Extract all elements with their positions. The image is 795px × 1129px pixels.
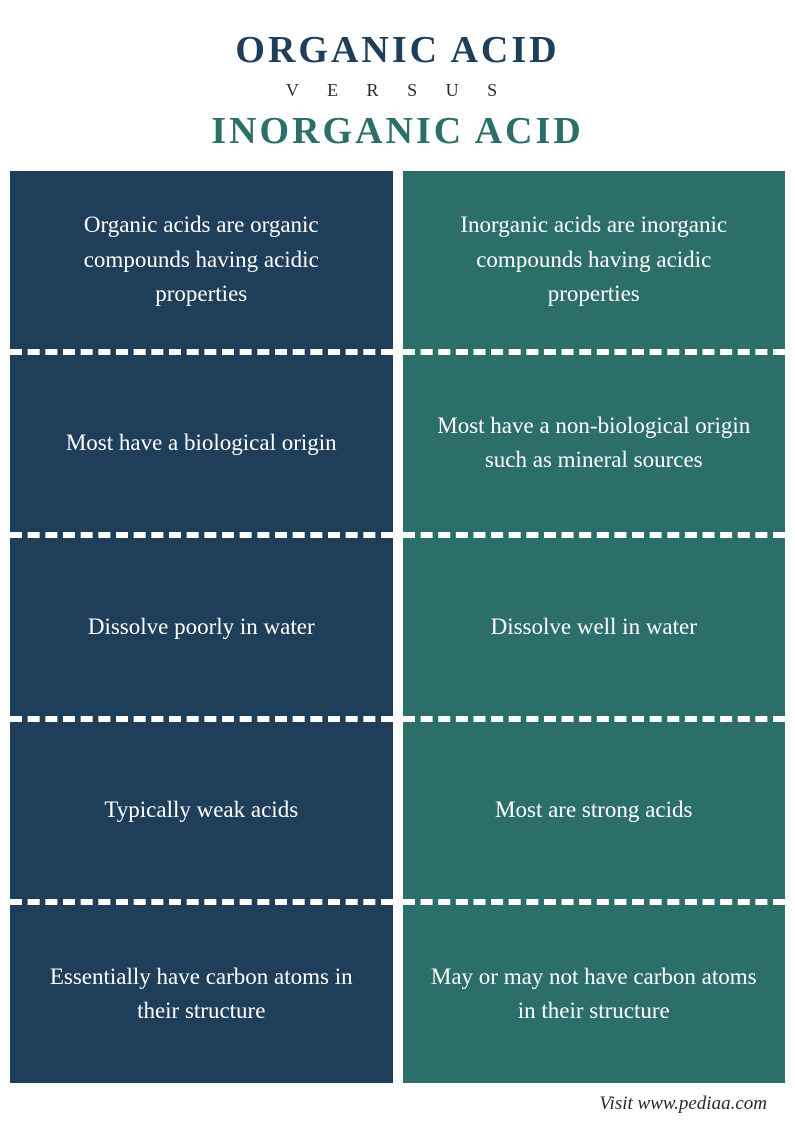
left-cell-3: Typically weak acids (10, 722, 393, 906)
right-cell-4: May or may not have carbon atoms in thei… (403, 905, 786, 1083)
right-cell-3: Most are strong acids (403, 722, 786, 906)
right-cell-1: Most have a non-biological origin such a… (403, 355, 786, 539)
title-inorganic: INORGANIC ACID (20, 109, 775, 153)
title-organic: ORGANIC ACID (20, 28, 775, 72)
header: ORGANIC ACID V E R S U S INORGANIC ACID (0, 0, 795, 171)
left-cell-0: Organic acids are organic compounds havi… (10, 171, 393, 355)
infographic-container: ORGANIC ACID V E R S U S INORGANIC ACID … (0, 0, 795, 1129)
comparison-columns: Organic acids are organic compounds havi… (0, 171, 795, 1083)
left-cell-4: Essentially have carbon atoms in their s… (10, 905, 393, 1083)
left-cell-2: Dissolve poorly in water (10, 538, 393, 722)
right-cell-0: Inorganic acids are inorganic compounds … (403, 171, 786, 355)
left-column: Organic acids are organic compounds havi… (10, 171, 393, 1083)
right-cell-2: Dissolve well in water (403, 538, 786, 722)
left-cell-1: Most have a biological origin (10, 355, 393, 539)
right-column: Inorganic acids are inorganic compounds … (403, 171, 786, 1083)
versus-label: V E R S U S (20, 80, 775, 101)
footer-credit: Visit www.pediaa.com (0, 1083, 795, 1129)
